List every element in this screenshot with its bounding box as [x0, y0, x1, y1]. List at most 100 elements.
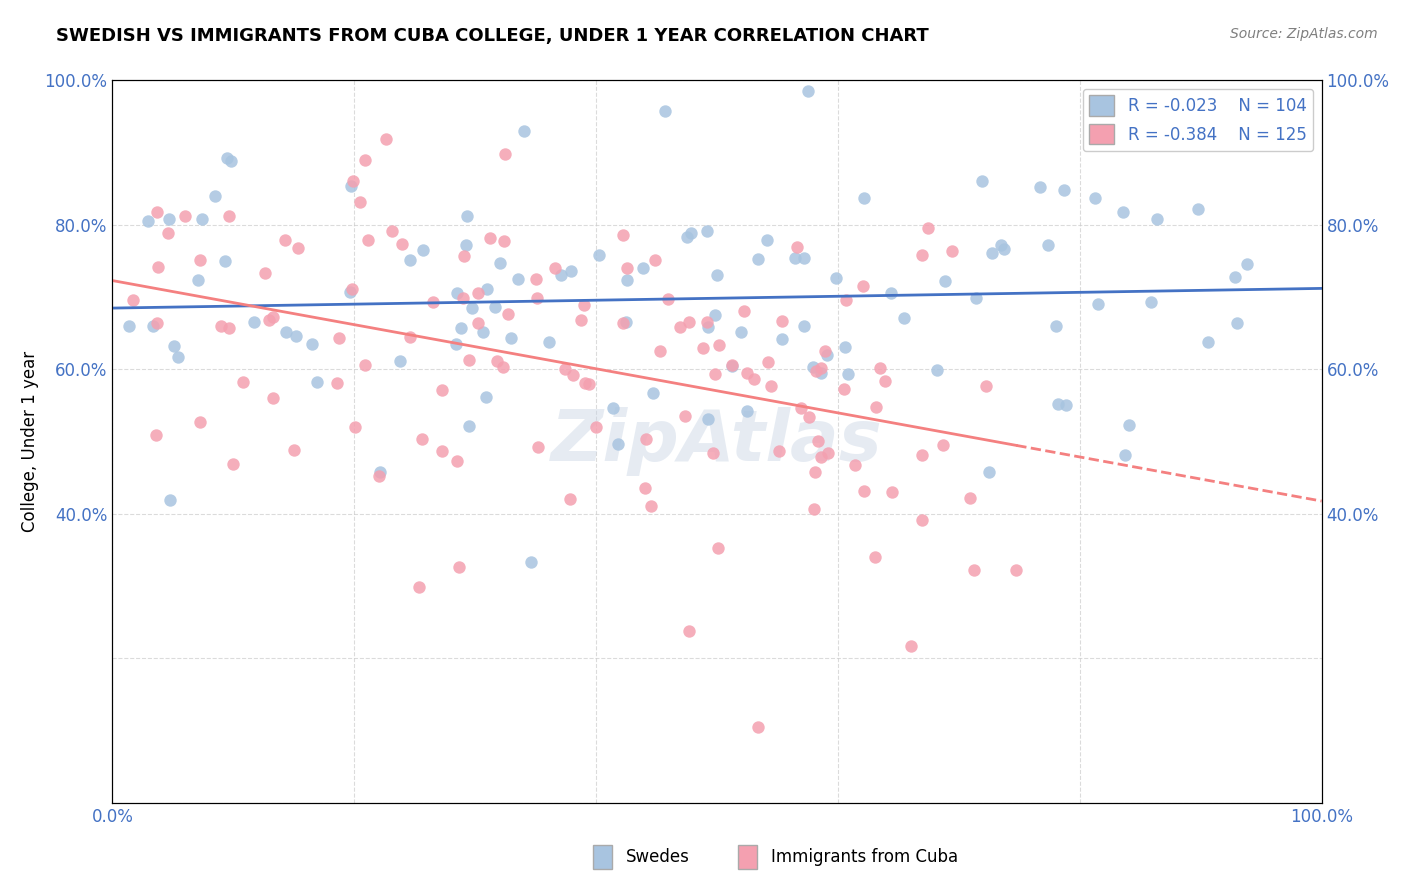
- Point: [703, 367, 725, 381]
- Point: [342, 174, 364, 188]
- Point: [374, 131, 396, 145]
- Point: [863, 550, 886, 565]
- Point: [411, 433, 433, 447]
- Point: [450, 321, 472, 335]
- Point: [965, 292, 987, 306]
- Point: [759, 378, 782, 392]
- Point: [496, 307, 519, 321]
- Point: [188, 253, 211, 268]
- Point: [492, 360, 515, 375]
- Point: [475, 390, 498, 404]
- Point: [554, 362, 576, 376]
- Point: [217, 151, 239, 165]
- Point: [467, 316, 489, 330]
- Point: [742, 372, 765, 386]
- Text: Immigrants from Cuba: Immigrants from Cuba: [772, 848, 959, 866]
- Point: [214, 253, 236, 268]
- Point: [253, 266, 276, 280]
- Y-axis label: College, Under 1 year: College, Under 1 year: [21, 351, 39, 533]
- Point: [398, 330, 420, 344]
- Point: [990, 237, 1012, 252]
- Point: [585, 420, 607, 434]
- Point: [806, 364, 828, 378]
- Point: [678, 624, 700, 638]
- Point: [977, 465, 1000, 479]
- Point: [142, 319, 165, 334]
- Point: [339, 179, 361, 194]
- Point: [560, 264, 582, 278]
- Point: [1157, 92, 1180, 106]
- Point: [484, 300, 506, 314]
- Point: [399, 252, 422, 267]
- Point: [785, 251, 807, 265]
- Point: [145, 205, 167, 219]
- Point: [810, 450, 832, 464]
- Point: [869, 360, 891, 375]
- Point: [832, 382, 855, 396]
- Point: [446, 336, 468, 351]
- Point: [1187, 202, 1209, 217]
- Point: [357, 233, 380, 247]
- Point: [932, 438, 955, 452]
- Point: [262, 310, 284, 324]
- Point: [1046, 397, 1069, 411]
- Point: [1029, 179, 1052, 194]
- Point: [562, 368, 585, 382]
- Point: [453, 249, 475, 263]
- Point: [1084, 191, 1107, 205]
- Point: [702, 446, 724, 460]
- Point: [145, 428, 167, 442]
- Point: [880, 286, 903, 301]
- Point: [696, 315, 718, 329]
- Point: [1139, 295, 1161, 310]
- Point: [735, 404, 758, 418]
- Point: [159, 493, 181, 508]
- Point: [648, 344, 671, 359]
- Point: [865, 400, 887, 414]
- Point: [770, 314, 793, 328]
- Point: [257, 313, 280, 327]
- Point: [963, 562, 986, 576]
- Point: [526, 292, 548, 306]
- Point: [801, 359, 824, 374]
- Point: [852, 483, 875, 498]
- Point: [461, 301, 484, 315]
- Point: [222, 458, 245, 472]
- Point: [354, 153, 377, 167]
- Point: [735, 366, 758, 380]
- Point: [301, 336, 323, 351]
- Point: [432, 384, 454, 398]
- Point: [799, 409, 821, 424]
- Point: [408, 580, 430, 594]
- Point: [156, 227, 179, 241]
- Point: [1052, 183, 1074, 197]
- Text: Swedes: Swedes: [626, 848, 690, 866]
- Point: [219, 154, 242, 169]
- Point: [537, 334, 560, 349]
- Point: [675, 409, 697, 424]
- Point: [353, 359, 375, 373]
- Point: [243, 314, 266, 328]
- Point: [1038, 238, 1060, 252]
- Point: [668, 319, 690, 334]
- Point: [640, 500, 662, 514]
- Point: [449, 559, 471, 574]
- Point: [733, 303, 755, 318]
- Point: [796, 84, 818, 98]
- Point: [477, 282, 499, 296]
- Point: [162, 339, 184, 353]
- Point: [558, 491, 581, 506]
- Point: [524, 271, 547, 285]
- Point: [1114, 449, 1136, 463]
- Point: [508, 272, 530, 286]
- Point: [612, 227, 634, 242]
- Point: [911, 513, 934, 527]
- Point: [494, 147, 516, 161]
- Point: [187, 273, 209, 287]
- Point: [218, 209, 240, 223]
- Point: [793, 251, 815, 265]
- Text: Source: ZipAtlas.com: Source: ZipAtlas.com: [1230, 27, 1378, 41]
- Point: [810, 367, 832, 381]
- Legend: R = -0.023    N = 104, R = -0.384    N = 125: R = -0.023 N = 104, R = -0.384 N = 125: [1083, 88, 1313, 151]
- Point: [339, 285, 361, 299]
